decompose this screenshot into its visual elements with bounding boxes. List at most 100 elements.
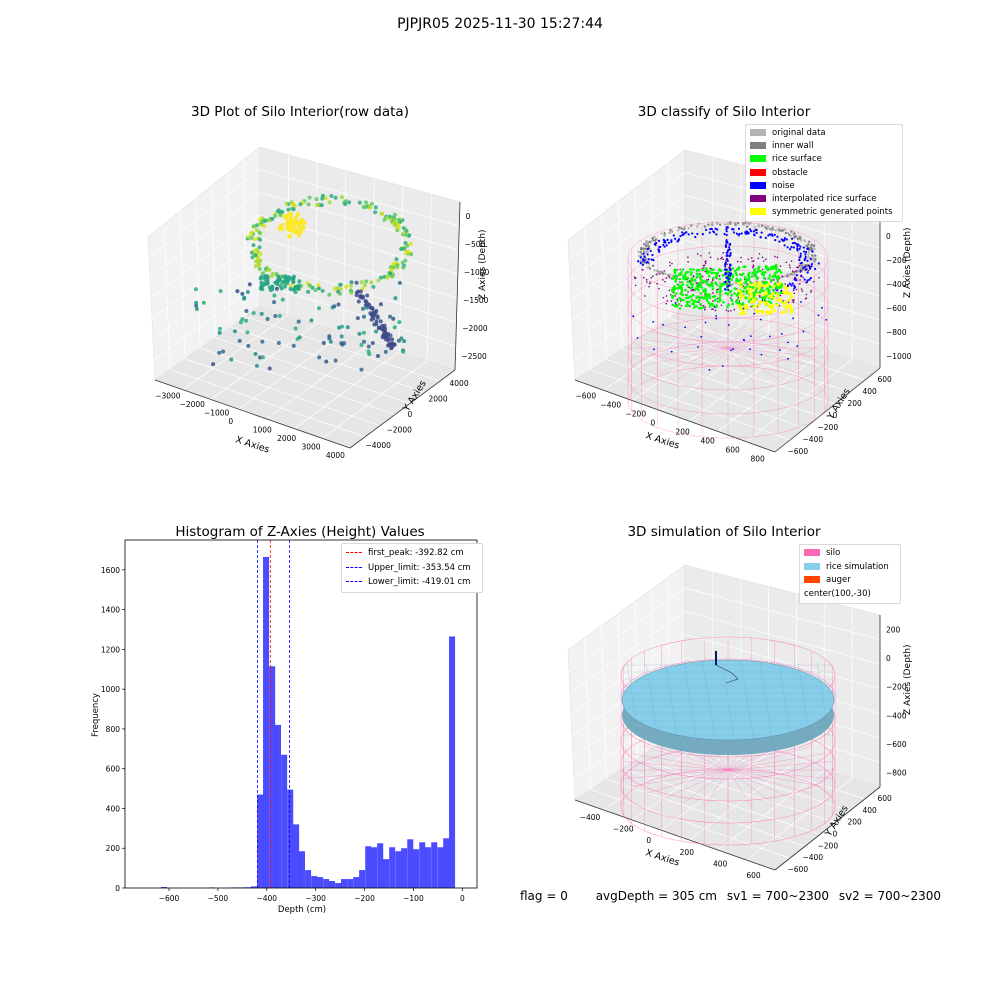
classified-point	[665, 244, 668, 247]
classified-point	[753, 268, 757, 271]
data-point	[288, 213, 293, 218]
data-point	[245, 289, 250, 294]
grid-line	[426, 194, 432, 361]
classified-point	[721, 274, 725, 277]
classified-point	[726, 276, 729, 279]
status-footer: flag = 0 avgDepth = 305 cm sv1 = 700~230…	[520, 889, 947, 903]
data-point	[306, 202, 311, 207]
classified-point	[735, 277, 739, 281]
classified-point	[813, 247, 816, 251]
data-point	[307, 195, 312, 200]
classified-point	[825, 318, 828, 321]
data-point	[332, 304, 337, 309]
classified-point	[665, 295, 668, 297]
classified-point	[739, 281, 743, 285]
classified-point	[686, 280, 690, 283]
data-point	[327, 334, 332, 339]
z-axis-line	[454, 201, 461, 371]
simulation-legend: silo rice simulation auger center(100,-30)	[799, 544, 901, 605]
data-point	[355, 316, 360, 321]
data-point	[369, 280, 374, 285]
classified-point	[699, 302, 702, 306]
classified-point	[727, 310, 730, 312]
classified-point	[714, 281, 718, 285]
classified-point	[676, 229, 680, 232]
classified-point	[700, 335, 703, 338]
classified-point	[733, 308, 736, 311]
data-point	[362, 283, 367, 288]
classified-point	[667, 241, 670, 244]
classified-point	[773, 233, 776, 236]
classified-point	[719, 285, 722, 288]
x-tick-label: −400	[601, 401, 622, 410]
classified-point	[780, 333, 783, 335]
legend-item: interpolated rice surface	[750, 193, 898, 206]
data-point	[258, 258, 263, 263]
classified-point	[786, 231, 790, 235]
data-point	[402, 339, 407, 344]
data-point	[327, 200, 332, 205]
classified-point	[812, 244, 816, 247]
raw-point-cloud	[193, 193, 414, 372]
classified-point	[802, 246, 805, 249]
histogram-bar	[359, 870, 366, 888]
data-point	[280, 222, 285, 227]
grid-line	[243, 159, 246, 317]
x-tick-label: 200	[676, 428, 691, 437]
histogram-bar	[281, 754, 288, 888]
data-point	[250, 250, 255, 255]
data-point	[317, 306, 322, 311]
grid-line	[584, 227, 592, 370]
data-point	[338, 282, 343, 287]
classified-point	[789, 306, 793, 310]
data-point	[316, 286, 321, 291]
data-point	[276, 208, 281, 213]
data-point	[396, 224, 401, 229]
classified-point	[785, 291, 789, 295]
classified-point	[709, 256, 712, 258]
silo-spoke	[727, 746, 812, 771]
data-point	[290, 201, 295, 206]
data-point	[292, 203, 297, 208]
classified-point	[715, 315, 718, 317]
classified-point	[672, 234, 675, 237]
classified-point	[683, 226, 687, 229]
classified-point	[663, 272, 667, 275]
classified-point	[742, 272, 745, 276]
classified-point	[789, 266, 791, 269]
classified-point	[778, 240, 781, 243]
classified-point	[684, 326, 687, 329]
classified-point	[806, 279, 809, 282]
classified-point	[760, 224, 764, 227]
classified-point	[697, 346, 699, 348]
grid-line	[294, 351, 400, 429]
classified-point	[731, 282, 734, 286]
classify-tick-labels: −600−400−2000200400600800−600−400−200020…	[576, 208, 912, 464]
classified-point	[715, 317, 718, 320]
grid-line	[163, 224, 171, 370]
y-tick-label: −400	[803, 853, 824, 862]
sv1-readout: sv1 = 700~2300	[726, 889, 829, 903]
classified-point	[699, 296, 703, 299]
classified-point	[724, 260, 727, 262]
data-point	[291, 287, 296, 292]
data-point	[289, 216, 294, 221]
classified-point	[724, 291, 728, 295]
data-point	[260, 287, 265, 292]
histogram-bar	[161, 887, 168, 888]
data-point	[361, 314, 366, 319]
classified-point	[729, 274, 732, 277]
legend-label: interpolated rice surface	[772, 194, 877, 205]
classified-point	[687, 291, 689, 293]
data-point	[378, 275, 383, 280]
classified-point	[641, 263, 644, 266]
data-point	[289, 228, 294, 233]
classified-point	[653, 235, 656, 238]
raw-3d-plot: −3000−2000−100001000200030004000−4000−20…	[147, 146, 490, 460]
classified-point	[757, 224, 761, 228]
classified-point	[670, 350, 673, 353]
grid-line	[315, 162, 318, 325]
classified-point	[765, 281, 768, 284]
classified-point	[712, 276, 715, 280]
data-point	[286, 226, 291, 231]
